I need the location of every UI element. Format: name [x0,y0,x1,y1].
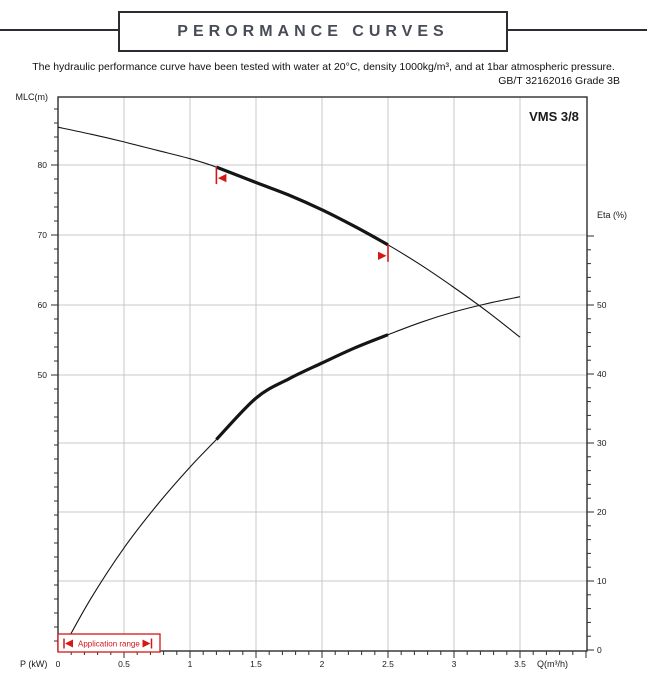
range-start-icon [65,639,73,648]
x-tick-label: 0 [56,659,61,669]
y-left-tick-label: 70 [38,230,48,240]
x-tick-label: 2 [320,659,325,669]
head-curve [57,126,521,338]
efficiency-curve-bold-segment [215,333,389,441]
x-tick-label: 3 [452,659,457,669]
y-right-tick-label: 0 [597,645,602,655]
application-range-legend: Application range [57,633,161,653]
x-tick-label: 3.5 [514,659,526,669]
head-curve-bold-segment [215,165,389,247]
y-left-axis-title: MLC(m) [16,92,49,102]
page-title: PERORMANCE CURVES [177,22,449,40]
application-range-label: Application range [78,640,140,649]
y-axis-right: 0 10 20 30 40 50 Eta (%) [587,210,627,655]
x-tick-label: 1.5 [250,659,262,669]
title-box: PERORMANCE CURVES [118,11,508,52]
pump-model-label: VMS 3/8 [529,109,579,124]
y-right-tick-label: 10 [597,576,607,586]
standard-grade: GB/T 32162016 Grade 3B [498,75,620,87]
x-tick-label: 2.5 [382,659,394,669]
x-tick-label: 0.5 [118,659,130,669]
test-conditions: The hydraulic performance curve have bee… [32,61,615,73]
marker-min-flow [215,167,227,185]
y-left-tick-label: 50 [38,370,48,380]
x-tick-label: 1 [188,659,193,669]
x-axis: 0 0.5 1 1.5 2 2.5 3 3.5 Q(m³/h) P (kW) [20,651,587,669]
marker-max-flow [378,244,389,262]
x-axis-title: Q(m³/h) [537,659,568,669]
y-right-tick-label: 40 [597,369,607,379]
y-right-tick-label: 20 [597,507,607,517]
y-right-tick-label: 30 [597,438,607,448]
efficiency-curve [61,296,521,651]
y-axis-left: 50 60 70 80 MLC(m) [16,92,58,642]
y-left-tick-label: 80 [38,160,48,170]
y-left-tick-label: 60 [38,300,48,310]
y-right-axis-title: Eta (%) [597,210,627,220]
range-end-icon [142,639,151,648]
power-axis-title: P (kW) [20,659,47,669]
gridlines [58,97,587,651]
y-right-tick-label: 50 [597,300,607,310]
